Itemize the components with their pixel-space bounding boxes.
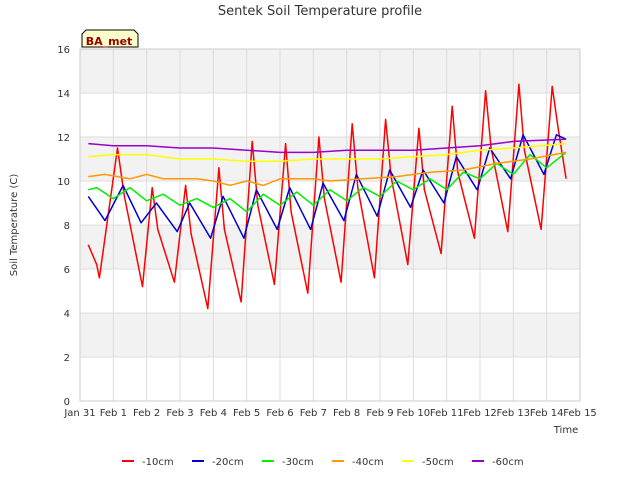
y-tick-label: 12 [57, 133, 70, 144]
grid-band [80, 313, 580, 357]
y-tick-label: 2 [64, 353, 70, 364]
x-tick-label: Feb 3 [166, 408, 193, 419]
y-tick-label: 4 [64, 309, 70, 320]
y-tick-label: 16 [57, 45, 70, 56]
x-tick-label: Feb 5 [233, 408, 260, 419]
series-line-neg10cm [87, 83, 567, 310]
x-tick-label: Feb 15 [563, 408, 597, 419]
x-tick-label: Feb 14 [530, 408, 564, 419]
legend-label: -60cm [492, 457, 524, 468]
grid-band [80, 49, 580, 93]
x-tick-label: Feb 9 [366, 408, 393, 419]
x-tick-label: Feb 7 [300, 408, 327, 419]
y-tick-label: 0 [64, 397, 70, 408]
x-tick-label: Feb 13 [497, 408, 531, 419]
x-tick-label: Jan 31 [63, 408, 95, 419]
series-line-neg50cm [88, 142, 567, 162]
y-axis: 0 2 4 6 8 10 12 14 16 [57, 45, 70, 408]
x-tick-label: Feb 12 [463, 408, 497, 419]
station-badge: BA_met [81, 29, 139, 48]
x-axis-label: Time [553, 425, 578, 436]
x-tick-label: Feb 8 [333, 408, 360, 419]
x-tick-label: Feb 4 [200, 408, 227, 419]
x-tick-label: Feb 10 [397, 408, 431, 419]
plot-frame [79, 48, 581, 402]
y-axis-label: Soil Temperature (C) [9, 174, 20, 277]
x-axis: Jan 31 Feb 1 Feb 2 Feb 3 Feb 4 Feb 5 Feb 6 Feb … [63, 408, 596, 419]
series-line-neg30cm [88, 151, 567, 213]
series-line-neg40cm [88, 151, 567, 187]
legend-label: -20cm [212, 457, 244, 468]
legend-label: -40cm [352, 457, 384, 468]
legend-label: -10cm [142, 457, 174, 468]
series-line-neg60cm [88, 138, 567, 154]
legend: -10cm -20cm -30cm -40cm -50cm -60cm [122, 457, 524, 468]
y-tick-label: 6 [64, 265, 70, 276]
legend-label: -30cm [282, 457, 314, 468]
y-tick-label: 8 [64, 221, 70, 232]
grid-band [80, 225, 580, 269]
station-badge-box [81, 29, 139, 48]
chart-title: Sentek Soil Temperature profile [218, 4, 422, 19]
series-line-neg20cm [87, 134, 567, 239]
x-tick-label: Feb 11 [430, 408, 464, 419]
y-tick-label: 10 [57, 177, 70, 188]
station-label: BA_met [86, 35, 133, 48]
y-tick-label: 14 [57, 89, 70, 100]
x-tick-label: Feb 2 [133, 408, 160, 419]
x-tick-label: Feb 6 [266, 408, 293, 419]
x-tick-label: Feb 1 [100, 408, 127, 419]
series-lines [87, 83, 567, 310]
legend-label: -50cm [422, 457, 454, 468]
